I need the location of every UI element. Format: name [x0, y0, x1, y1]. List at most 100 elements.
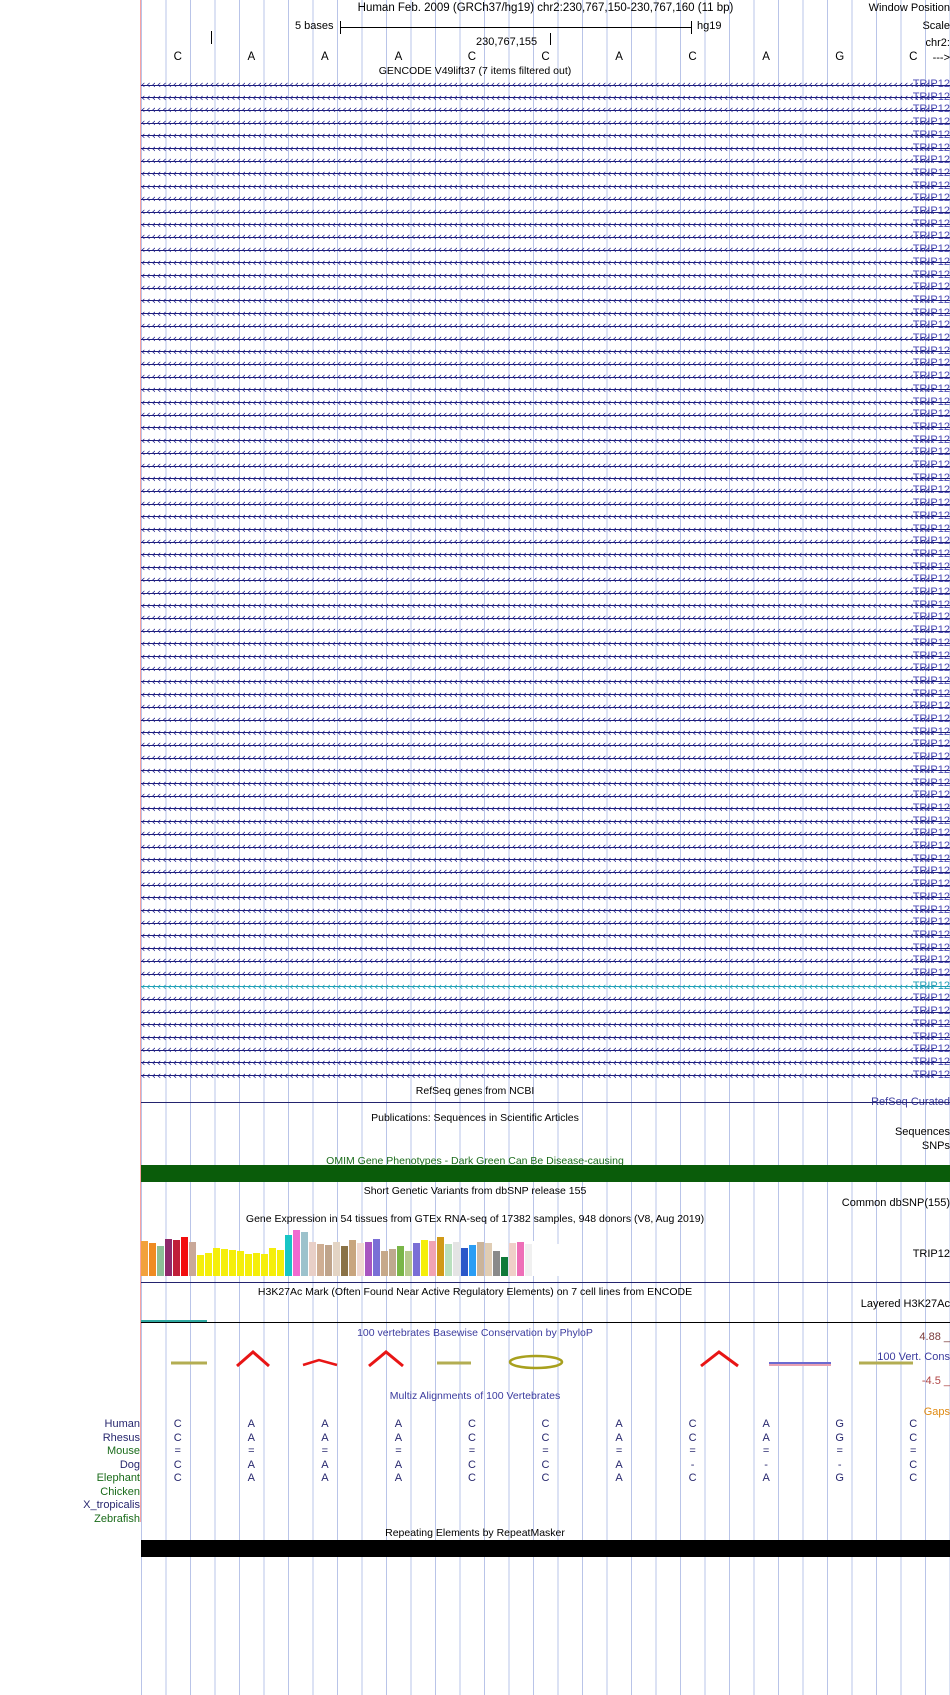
- gene-row-label[interactable]: TRIP12: [912, 433, 950, 446]
- gtex-bar[interactable]: [173, 1240, 180, 1276]
- gtex-bar[interactable]: [517, 1242, 524, 1276]
- gtex-bar[interactable]: [413, 1243, 420, 1276]
- gene-row[interactable]: ‹‹‹‹‹‹‹‹‹‹‹‹‹‹‹‹‹‹‹‹‹‹‹‹‹‹‹‹‹‹‹‹‹‹‹‹‹‹‹‹…: [141, 332, 950, 345]
- gene-row[interactable]: ‹‹‹‹‹‹‹‹‹‹‹‹‹‹‹‹‹‹‹‹‹‹‹‹‹‹‹‹‹‹‹‹‹‹‹‹‹‹‹‹…: [141, 446, 950, 459]
- gene-row-label[interactable]: TRIP12: [912, 687, 950, 700]
- gene-row[interactable]: ‹‹‹‹‹‹‹‹‹‹‹‹‹‹‹‹‹‹‹‹‹‹‹‹‹‹‹‹‹‹‹‹‹‹‹‹‹‹‹‹…: [141, 624, 950, 637]
- gtex-bar[interactable]: [285, 1235, 292, 1276]
- gtex-bar[interactable]: [357, 1243, 364, 1276]
- gene-row-label[interactable]: TRIP12: [912, 827, 950, 840]
- gene-row[interactable]: ‹‹‹‹‹‹‹‹‹‹‹‹‹‹‹‹‹‹‹‹‹‹‹‹‹‹‹‹‹‹‹‹‹‹‹‹‹‹‹‹…: [141, 116, 950, 129]
- gene-row[interactable]: ‹‹‹‹‹‹‹‹‹‹‹‹‹‹‹‹‹‹‹‹‹‹‹‹‹‹‹‹‹‹‹‹‹‹‹‹‹‹‹‹…: [141, 1005, 950, 1018]
- gene-row[interactable]: ‹‹‹‹‹‹‹‹‹‹‹‹‹‹‹‹‹‹‹‹‹‹‹‹‹‹‹‹‹‹‹‹‹‹‹‹‹‹‹‹…: [141, 408, 950, 421]
- gene-row[interactable]: ‹‹‹‹‹‹‹‹‹‹‹‹‹‹‹‹‹‹‹‹‹‹‹‹‹‹‹‹‹‹‹‹‹‹‹‹‹‹‹‹…: [141, 992, 950, 1005]
- gtex-bar[interactable]: [141, 1241, 148, 1276]
- gene-row-label[interactable]: TRIP12: [912, 547, 950, 560]
- gene-row[interactable]: ‹‹‹‹‹‹‹‹‹‹‹‹‹‹‹‹‹‹‹‹‹‹‹‹‹‹‹‹‹‹‹‹‹‹‹‹‹‹‹‹…: [141, 738, 950, 751]
- gtex-bar[interactable]: [445, 1244, 452, 1276]
- gene-row[interactable]: ‹‹‹‹‹‹‹‹‹‹‹‹‹‹‹‹‹‹‹‹‹‹‹‹‹‹‹‹‹‹‹‹‹‹‹‹‹‹‹‹…: [141, 980, 950, 993]
- gene-row-label[interactable]: TRIP12: [912, 255, 950, 268]
- gene-row-label[interactable]: TRIP12: [912, 179, 950, 192]
- gene-row-label[interactable]: TRIP12: [912, 878, 950, 891]
- gtex-bar[interactable]: [261, 1253, 268, 1276]
- gene-row[interactable]: ‹‹‹‹‹‹‹‹‹‹‹‹‹‹‹‹‹‹‹‹‹‹‹‹‹‹‹‹‹‹‹‹‹‹‹‹‹‹‹‹…: [141, 675, 950, 688]
- gene-row[interactable]: ‹‹‹‹‹‹‹‹‹‹‹‹‹‹‹‹‹‹‹‹‹‹‹‹‹‹‹‹‹‹‹‹‹‹‹‹‹‹‹‹…: [141, 434, 950, 447]
- gene-row[interactable]: ‹‹‹‹‹‹‹‹‹‹‹‹‹‹‹‹‹‹‹‹‹‹‹‹‹‹‹‹‹‹‹‹‹‹‹‹‹‹‹‹…: [141, 662, 950, 675]
- gtex-bar[interactable]: [429, 1241, 436, 1276]
- gtex-bar[interactable]: [165, 1239, 172, 1276]
- gtex-bar[interactable]: [405, 1251, 412, 1276]
- gene-row-label[interactable]: TRIP12: [912, 166, 950, 179]
- gene-row[interactable]: ‹‹‹‹‹‹‹‹‹‹‹‹‹‹‹‹‹‹‹‹‹‹‹‹‹‹‹‹‹‹‹‹‹‹‹‹‹‹‹‹…: [141, 142, 950, 155]
- gene-row-label[interactable]: TRIP12: [912, 192, 950, 205]
- gene-row-label[interactable]: TRIP12: [912, 674, 950, 687]
- gtex-bar[interactable]: [437, 1237, 444, 1276]
- gtex-bar[interactable]: [525, 1244, 532, 1276]
- gene-row-label[interactable]: TRIP12: [912, 725, 950, 738]
- gtex-bar[interactable]: [493, 1251, 500, 1276]
- gtex-bar[interactable]: [461, 1248, 468, 1276]
- gene-row-label[interactable]: TRIP12: [912, 890, 950, 903]
- gene-row-label[interactable]: TRIP12: [912, 205, 950, 217]
- gtex-bar[interactable]: [373, 1239, 380, 1276]
- gene-row[interactable]: ‹‹‹‹‹‹‹‹‹‹‹‹‹‹‹‹‹‹‹‹‹‹‹‹‹‹‹‹‹‹‹‹‹‹‹‹‹‹‹‹…: [141, 192, 950, 205]
- gene-row-label[interactable]: TRIP12: [912, 128, 950, 141]
- gene-row[interactable]: ‹‹‹‹‹‹‹‹‹‹‹‹‹‹‹‹‹‹‹‹‹‹‹‹‹‹‹‹‹‹‹‹‹‹‹‹‹‹‹‹…: [141, 357, 950, 370]
- repeatmasker-feature-bar[interactable]: [141, 1540, 950, 1557]
- gene-row-label[interactable]: TRIP12: [912, 408, 950, 421]
- phylop-conservation-plot[interactable]: [141, 1338, 950, 1384]
- gene-row-label[interactable]: TRIP12: [912, 586, 950, 598]
- gene-row-label[interactable]: TRIP12: [912, 420, 950, 433]
- gene-row[interactable]: ‹‹‹‹‹‹‹‹‹‹‹‹‹‹‹‹‹‹‹‹‹‹‹‹‹‹‹‹‹‹‹‹‹‹‹‹‹‹‹‹…: [141, 929, 950, 942]
- gene-row[interactable]: ‹‹‹‹‹‹‹‹‹‹‹‹‹‹‹‹‹‹‹‹‹‹‹‹‹‹‹‹‹‹‹‹‹‹‹‹‹‹‹‹…: [141, 548, 950, 561]
- gene-row[interactable]: ‹‹‹‹‹‹‹‹‹‹‹‹‹‹‹‹‹‹‹‹‹‹‹‹‹‹‹‹‹‹‹‹‹‹‹‹‹‹‹‹…: [141, 561, 950, 574]
- gtex-bar[interactable]: [501, 1256, 508, 1276]
- gtex-bar[interactable]: [253, 1252, 260, 1276]
- gtex-bar[interactable]: [453, 1242, 460, 1276]
- gene-row-label[interactable]: TRIP12: [912, 713, 950, 725]
- gene-row-label[interactable]: TRIP12: [912, 636, 950, 649]
- gene-row-label[interactable]: TRIP12: [912, 776, 950, 789]
- gene-row[interactable]: ‹‹‹‹‹‹‹‹‹‹‹‹‹‹‹‹‹‹‹‹‹‹‹‹‹‹‹‹‹‹‹‹‹‹‹‹‹‹‹‹…: [141, 307, 950, 320]
- gtex-bar[interactable]: [389, 1249, 396, 1276]
- gene-row[interactable]: ‹‹‹‹‹‹‹‹‹‹‹‹‹‹‹‹‹‹‹‹‹‹‹‹‹‹‹‹‹‹‹‹‹‹‹‹‹‹‹‹…: [141, 319, 950, 332]
- gene-row[interactable]: ‹‹‹‹‹‹‹‹‹‹‹‹‹‹‹‹‹‹‹‹‹‹‹‹‹‹‹‹‹‹‹‹‹‹‹‹‹‹‹‹…: [141, 421, 950, 434]
- gene-row-label[interactable]: TRIP12: [912, 611, 950, 624]
- gene-row-label[interactable]: TRIP12: [912, 560, 950, 573]
- gene-row-label[interactable]: TRIP12: [912, 979, 950, 992]
- gene-row-label[interactable]: TRIP12: [912, 459, 950, 471]
- gene-row-label[interactable]: TRIP12: [912, 116, 950, 129]
- gene-row-label[interactable]: TRIP12: [912, 293, 950, 306]
- gene-row[interactable]: ‹‹‹‹‹‹‹‹‹‹‹‹‹‹‹‹‹‹‹‹‹‹‹‹‹‹‹‹‹‹‹‹‹‹‹‹‹‹‹‹…: [141, 243, 950, 256]
- gene-row[interactable]: ‹‹‹‹‹‹‹‹‹‹‹‹‹‹‹‹‹‹‹‹‹‹‹‹‹‹‹‹‹‹‹‹‹‹‹‹‹‹‹‹…: [141, 523, 950, 536]
- gtex-bar[interactable]: [469, 1245, 476, 1276]
- gtex-bar[interactable]: [365, 1242, 372, 1276]
- gene-row[interactable]: ‹‹‹‹‹‹‹‹‹‹‹‹‹‹‹‹‹‹‹‹‹‹‹‹‹‹‹‹‹‹‹‹‹‹‹‹‹‹‹‹…: [141, 1031, 950, 1044]
- gene-row-label[interactable]: TRIP12: [912, 319, 950, 332]
- gene-row[interactable]: ‹‹‹‹‹‹‹‹‹‹‹‹‹‹‹‹‹‹‹‹‹‹‹‹‹‹‹‹‹‹‹‹‹‹‹‹‹‹‹‹…: [141, 611, 950, 624]
- gene-row-label[interactable]: TRIP12: [912, 1030, 950, 1043]
- gene-row-label[interactable]: TRIP12: [912, 789, 950, 802]
- gtex-bar[interactable]: [477, 1242, 484, 1276]
- gtex-bar[interactable]: [157, 1246, 164, 1276]
- gtex-bar[interactable]: [181, 1237, 188, 1276]
- gene-row[interactable]: ‹‹‹‹‹‹‹‹‹‹‹‹‹‹‹‹‹‹‹‹‹‹‹‹‹‹‹‹‹‹‹‹‹‹‹‹‹‹‹‹…: [141, 218, 950, 231]
- gene-row[interactable]: ‹‹‹‹‹‹‹‹‹‹‹‹‹‹‹‹‹‹‹‹‹‹‹‹‹‹‹‹‹‹‹‹‹‹‹‹‹‹‹‹…: [141, 370, 950, 383]
- gene-row[interactable]: ‹‹‹‹‹‹‹‹‹‹‹‹‹‹‹‹‹‹‹‹‹‹‹‹‹‹‹‹‹‹‹‹‹‹‹‹‹‹‹‹…: [141, 345, 950, 358]
- gene-row[interactable]: ‹‹‹‹‹‹‹‹‹‹‹‹‹‹‹‹‹‹‹‹‹‹‹‹‹‹‹‹‹‹‹‹‹‹‹‹‹‹‹‹…: [141, 472, 950, 485]
- gene-row[interactable]: ‹‹‹‹‹‹‹‹‹‹‹‹‹‹‹‹‹‹‹‹‹‹‹‹‹‹‹‹‹‹‹‹‹‹‹‹‹‹‹‹…: [141, 802, 950, 815]
- gene-row-label[interactable]: TRIP12: [912, 573, 950, 586]
- gtex-bar[interactable]: [397, 1246, 404, 1276]
- gene-row[interactable]: ‹‹‹‹‹‹‹‹‹‹‹‹‹‹‹‹‹‹‹‹‹‹‹‹‹‹‹‹‹‹‹‹‹‹‹‹‹‹‹‹…: [141, 789, 950, 802]
- gene-row-label[interactable]: TRIP12: [912, 522, 950, 535]
- gene-row[interactable]: ‹‹‹‹‹‹‹‹‹‹‹‹‹‹‹‹‹‹‹‹‹‹‹‹‹‹‹‹‹‹‹‹‹‹‹‹‹‹‹‹…: [141, 815, 950, 828]
- gene-row-label[interactable]: TRIP12: [912, 840, 950, 852]
- gene-row-label[interactable]: TRIP12: [912, 395, 950, 408]
- gene-row-label[interactable]: TRIP12: [912, 941, 950, 954]
- gene-row-label[interactable]: TRIP12: [912, 243, 950, 256]
- gene-row-label[interactable]: TRIP12: [912, 903, 950, 916]
- gene-row-label[interactable]: TRIP12: [912, 357, 950, 370]
- gene-row[interactable]: ‹‹‹‹‹‹‹‹‹‹‹‹‹‹‹‹‹‹‹‹‹‹‹‹‹‹‹‹‹‹‹‹‹‹‹‹‹‹‹‹…: [141, 840, 950, 853]
- omim-feature-bar[interactable]: [141, 1165, 950, 1182]
- gene-row-label[interactable]: TRIP12: [912, 649, 950, 662]
